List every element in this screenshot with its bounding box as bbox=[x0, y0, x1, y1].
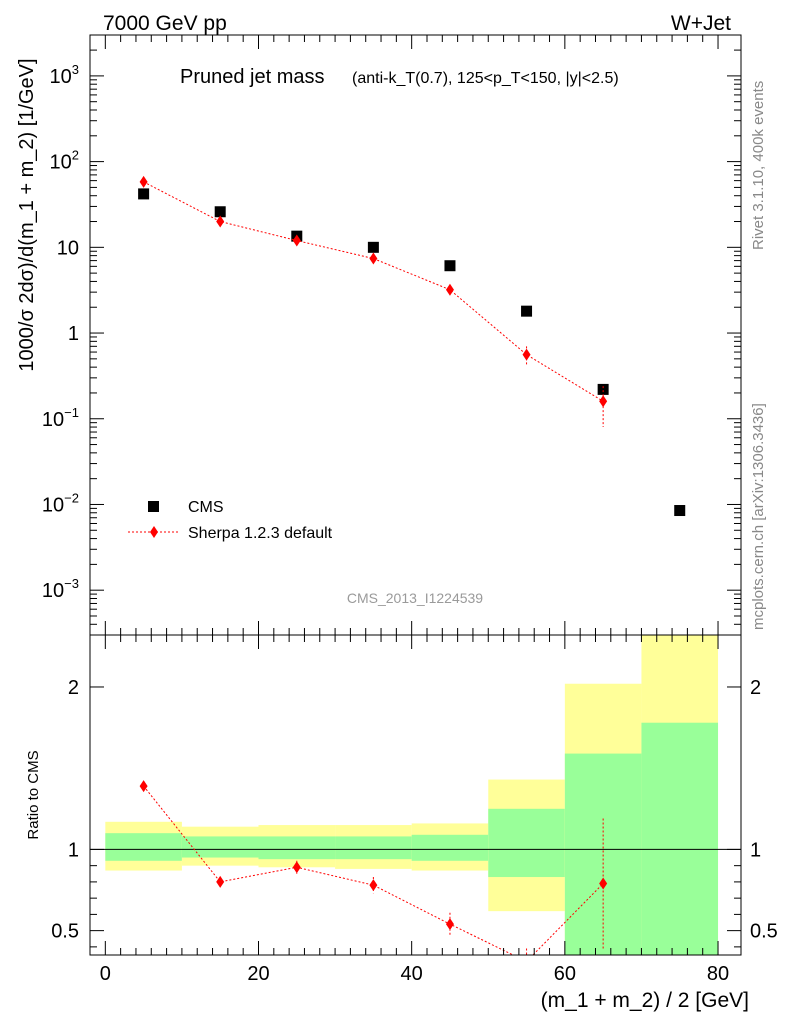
ratio-band-inner bbox=[258, 836, 336, 860]
ratio-y-tick-label-left: 2 bbox=[68, 677, 79, 699]
ratio-uncertainty-bands bbox=[105, 635, 719, 955]
sherpa-data-point bbox=[599, 395, 608, 408]
x-tick-labels: 0 20 40 60 80 bbox=[100, 963, 729, 985]
main-y-tick-label: 10−3 bbox=[42, 576, 79, 602]
plot-title: Pruned jet mass bbox=[180, 66, 325, 88]
sherpa-data-point bbox=[369, 252, 378, 265]
ratio-data-point bbox=[599, 877, 608, 890]
process-label: W+Jet bbox=[671, 12, 731, 35]
plot-title-subtitle: (anti-k_T(0.7), 125<p_T<150, |y|<2.5) bbox=[352, 70, 619, 87]
main-y-tick-label: 1 bbox=[68, 323, 79, 345]
main-frame bbox=[89, 34, 742, 636]
ratio-data-point bbox=[369, 879, 378, 892]
cms-data-point bbox=[674, 505, 686, 517]
sherpa-line bbox=[143, 181, 604, 402]
rivet-version-label: Rivet 3.1.10, 400k events bbox=[750, 81, 767, 250]
ratio-y-tick-label-right: 2 bbox=[750, 677, 761, 699]
main-y-tick-label: 102 bbox=[50, 148, 79, 174]
x-tick-label: 20 bbox=[247, 963, 269, 985]
main-y-tick-label: 10−2 bbox=[42, 490, 79, 516]
ratio-band-inner bbox=[641, 722, 719, 955]
legend-cms-label: CMS bbox=[188, 499, 224, 516]
ratio-y-tick-label-left: 1 bbox=[68, 839, 79, 861]
ratio-data-point bbox=[523, 955, 531, 967]
legend-sherpa-marker bbox=[150, 526, 158, 538]
cms-data-point bbox=[367, 241, 379, 253]
sherpa-data-point bbox=[522, 348, 531, 361]
x-tick-label: 80 bbox=[707, 963, 729, 985]
energy-label: 7000 GeV pp bbox=[103, 12, 227, 35]
ratio-data-point bbox=[216, 875, 225, 888]
main-y-tick-label: 10−1 bbox=[42, 405, 79, 431]
ratio-band-inner bbox=[564, 753, 642, 955]
sherpa-data-point bbox=[216, 215, 225, 228]
ratio-y-tick-labels: 0.5 0.5 1 1 2 2 bbox=[51, 677, 778, 943]
legend-sherpa-label: Sherpa 1.2.3 default bbox=[188, 525, 333, 542]
ratio-plot-marks bbox=[139, 780, 608, 967]
ratio-y-tick-label-left: 0.5 bbox=[51, 921, 79, 943]
x-axis-label: (m_1 + m_2) / 2 [GeV] bbox=[541, 989, 749, 1012]
sherpa-data-point bbox=[445, 283, 454, 296]
ratio-band-inner bbox=[411, 834, 489, 861]
ratio-data-point bbox=[292, 861, 301, 874]
ratio-band-inner bbox=[488, 808, 565, 878]
ratio-band-inner bbox=[105, 833, 182, 861]
main-y-axis-label: 1000/σ 2dσ)/d(m_1 + m_2) [1/GeV] bbox=[16, 58, 38, 371]
cms-data-point bbox=[444, 260, 456, 272]
ratio-band-inner bbox=[335, 836, 412, 860]
cms-data-point bbox=[597, 383, 609, 395]
main-y-tick-label: 10 bbox=[57, 237, 79, 259]
analysis-watermark: CMS_2013_I1224539 bbox=[347, 590, 483, 606]
cms-data-point bbox=[138, 188, 150, 200]
main-axis-ticks bbox=[90, 34, 741, 636]
ratio-y-tick-label-right: 0.5 bbox=[750, 921, 778, 943]
ratio-frame bbox=[89, 634, 742, 956]
sherpa-data-point bbox=[139, 175, 148, 188]
mcplots-source-label: mcplots.cern.ch [arXiv:1306.3436] bbox=[750, 403, 767, 630]
x-tick-label: 0 bbox=[100, 963, 111, 985]
main-y-tick-label: 103 bbox=[50, 62, 79, 88]
x-tick-label: 40 bbox=[401, 963, 423, 985]
sherpa-data-point bbox=[292, 234, 301, 247]
ratio-band-inner bbox=[181, 836, 259, 858]
ratio-data-point bbox=[139, 780, 148, 793]
main-plot-marks bbox=[138, 175, 686, 517]
ratio-axis-ticks bbox=[90, 635, 741, 955]
cms-data-point bbox=[214, 206, 226, 218]
x-tick-label: 60 bbox=[554, 963, 576, 985]
ratio-y-tick-label-right: 1 bbox=[750, 839, 761, 861]
ratio-panel: 0.5 0.5 1 1 2 2 0 20 40 60 80 Ratio to CMS (m_1 +… bbox=[25, 634, 778, 1012]
legend: CMS Sherpa 1.2.3 default bbox=[128, 499, 333, 542]
ratio-data-point bbox=[445, 918, 454, 931]
cms-data-point bbox=[521, 305, 533, 317]
legend-cms-marker bbox=[148, 501, 159, 512]
ratio-y-axis-label: Ratio to CMS bbox=[25, 750, 42, 839]
